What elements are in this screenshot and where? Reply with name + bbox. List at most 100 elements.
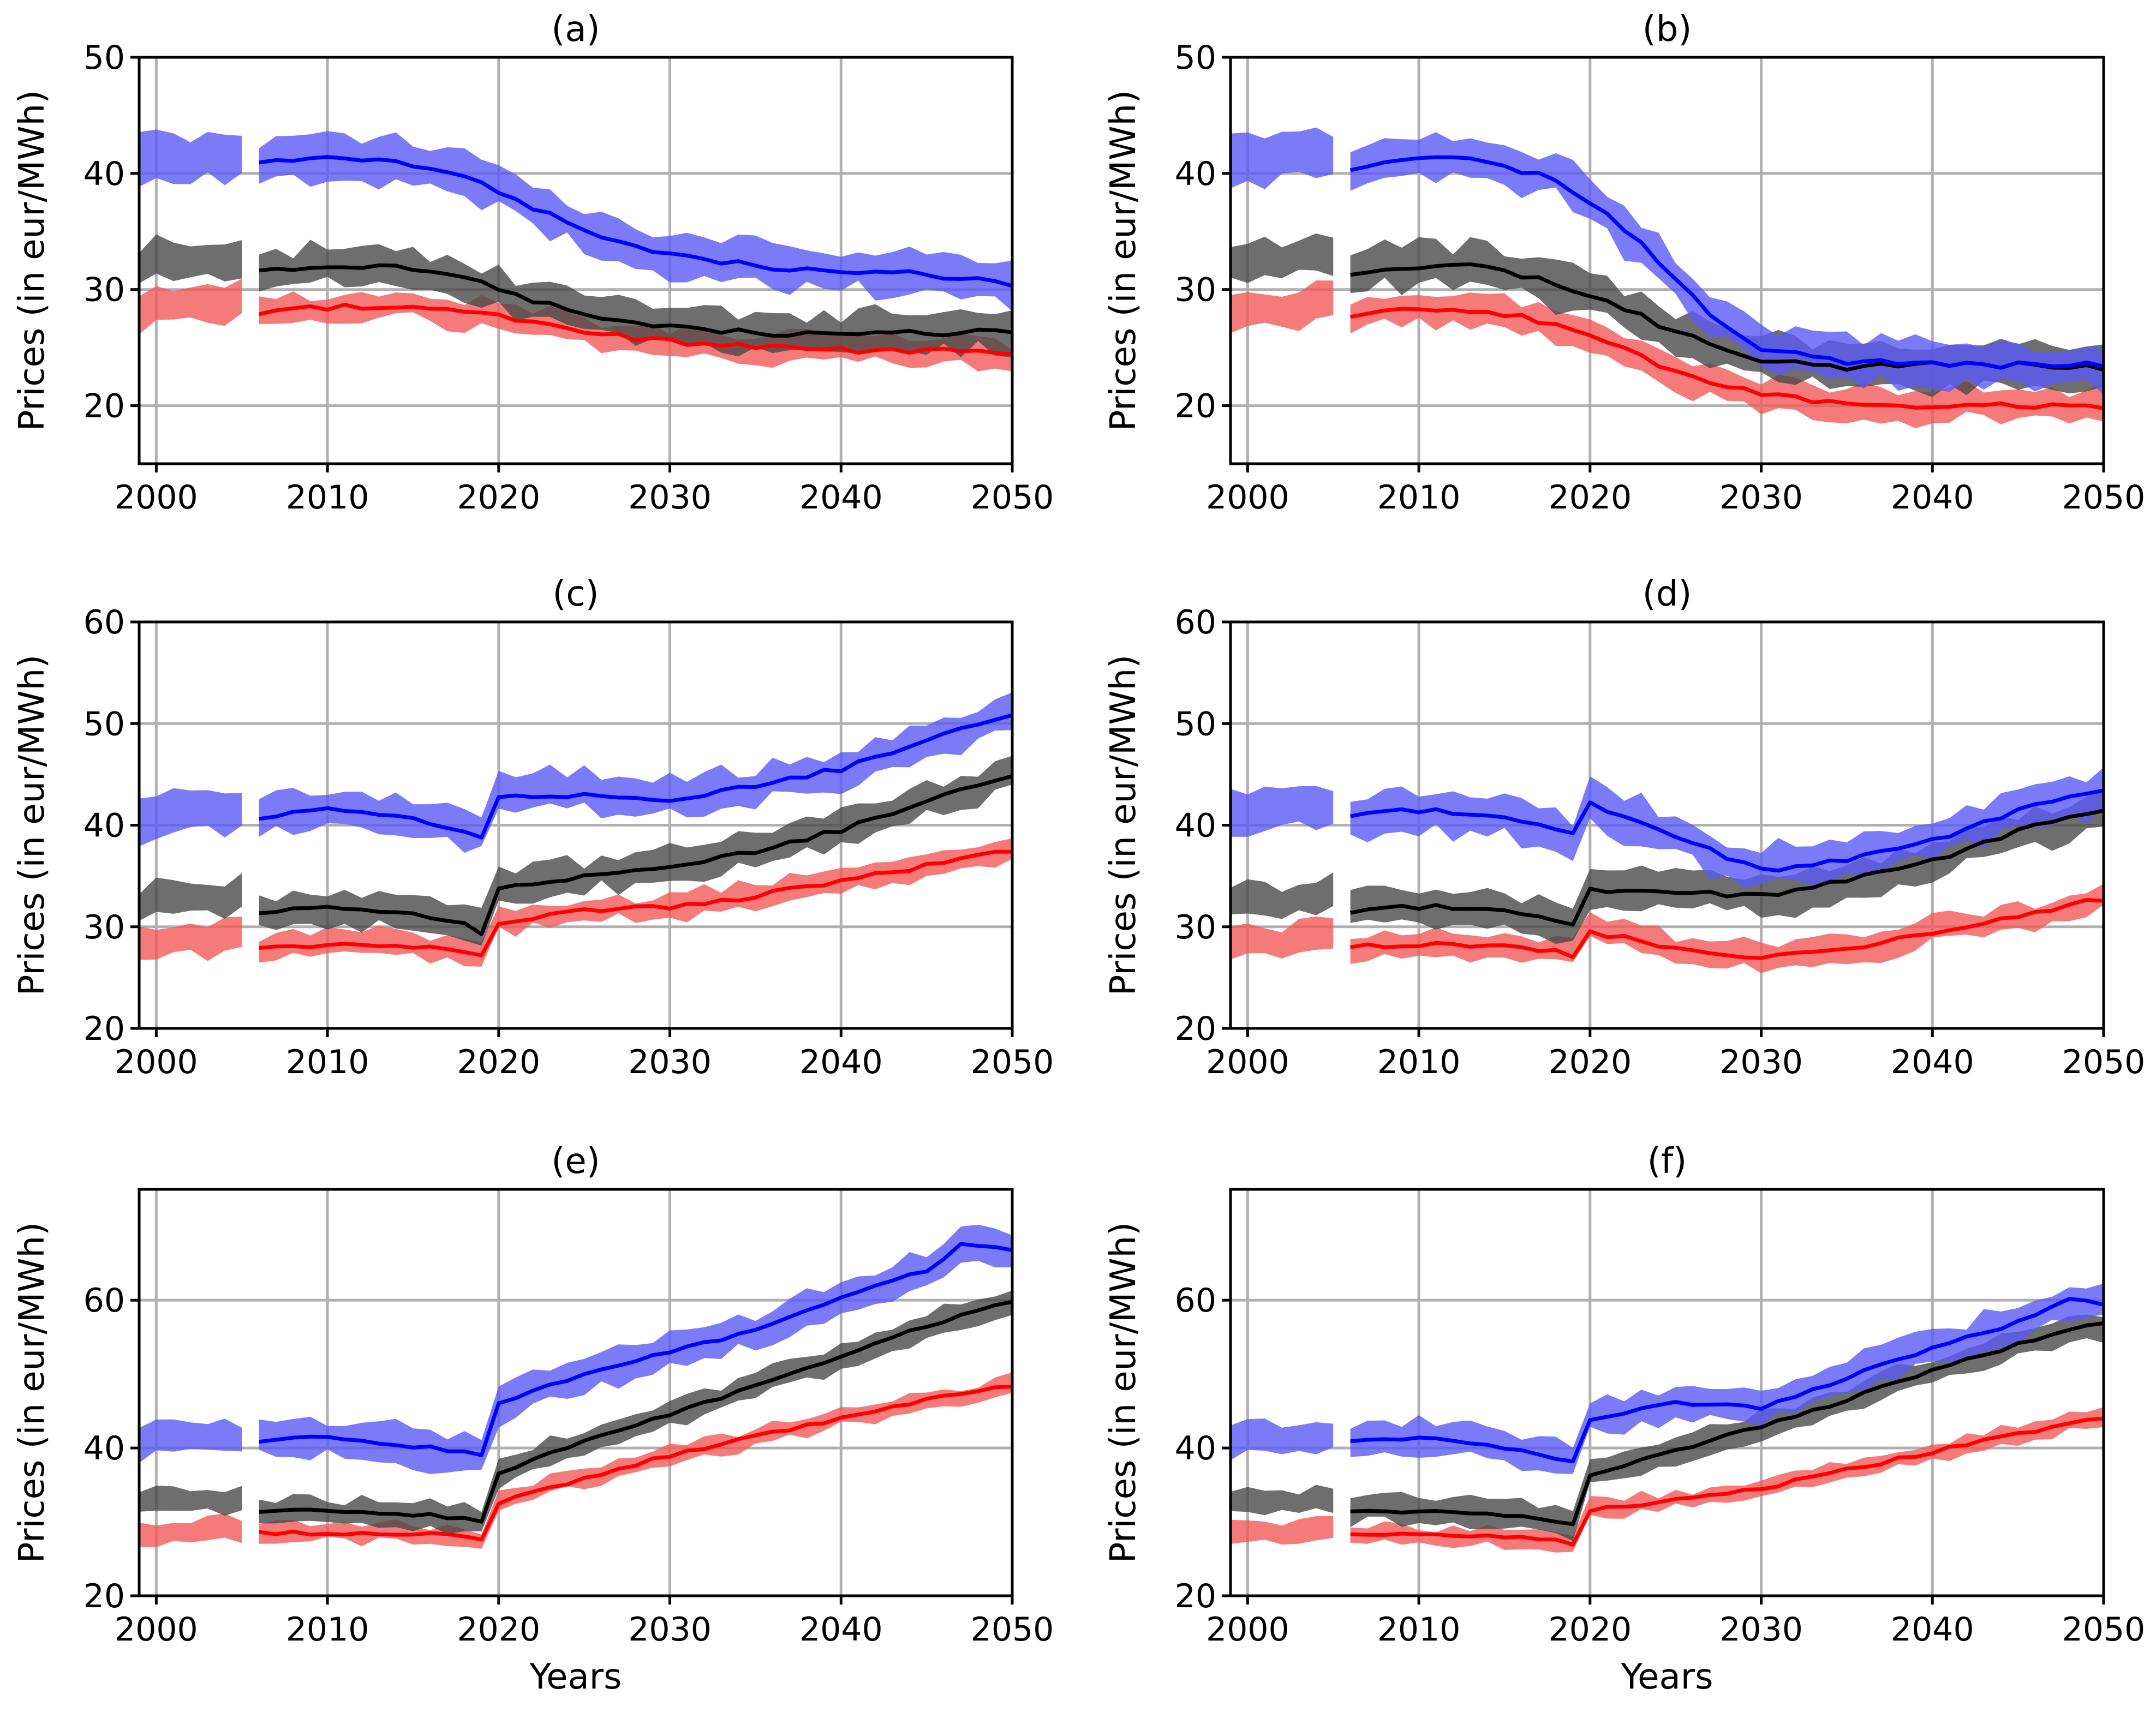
hist-band-offpeak xyxy=(1231,916,1334,960)
line-base xyxy=(1349,809,2104,927)
hist-band-base xyxy=(1231,233,1334,283)
line-offpeak xyxy=(259,849,1012,957)
y-tick-label: 40 xyxy=(1175,155,1216,193)
hist-band-peak xyxy=(139,1418,242,1463)
y-tick-label: 60 xyxy=(83,603,125,642)
y-tick-label: 20 xyxy=(1175,1577,1216,1615)
x-tick-label: 2020 xyxy=(1548,1611,1632,1649)
panel-title: (a) xyxy=(551,9,600,50)
x-tick-label: 2050 xyxy=(971,478,1054,517)
y-axis-label: Prices (in eur/MWh) xyxy=(1103,655,1144,996)
panel-title: (b) xyxy=(1643,9,1692,50)
hist-band-peak xyxy=(1231,127,1334,189)
panel-f: 2000 2010 2020 2030 2040 2050204060(f)Prices … xyxy=(1103,1141,2145,1697)
hist-band-offpeak xyxy=(139,278,242,335)
band-peak xyxy=(259,1224,1012,1474)
line-offpeak xyxy=(259,1385,1012,1542)
y-tick-label: 60 xyxy=(1175,603,1216,642)
hist-band-base xyxy=(1231,1484,1334,1516)
y-tick-label: 20 xyxy=(1175,1010,1216,1048)
line-offpeak xyxy=(1350,897,2104,960)
y-tick-label: 40 xyxy=(83,1429,125,1468)
x-tick-label: 2050 xyxy=(2062,1043,2146,1081)
band-peak xyxy=(1350,767,2104,888)
y-tick-label: 40 xyxy=(83,155,125,193)
x-tick-label: 2020 xyxy=(457,478,540,517)
y-axis-label: Prices (in eur/MWh) xyxy=(1103,1222,1144,1563)
line-base xyxy=(259,774,1012,936)
line-base xyxy=(259,1300,1012,1524)
x-tick-label: 2010 xyxy=(286,1043,369,1081)
y-tick-label: 50 xyxy=(83,39,125,77)
hist-band-peak xyxy=(139,788,242,847)
x-tick-label: 2000 xyxy=(115,1043,198,1081)
x-tick-label: 2010 xyxy=(1377,1043,1461,1081)
x-tick-label: 2000 xyxy=(1206,478,1289,517)
x-tick-label: 2020 xyxy=(457,1043,540,1081)
line-peak xyxy=(259,155,1012,288)
band-base xyxy=(259,756,1012,946)
panel-d: 2000 2010 2020 2030 2040 20502030405060(d)Pri… xyxy=(1103,574,2145,1081)
x-tick-label: 2030 xyxy=(628,1043,712,1081)
y-tick-label: 20 xyxy=(1175,387,1216,426)
x-tick-label: 2030 xyxy=(1719,478,1803,517)
y-tick-label: 30 xyxy=(1175,908,1216,947)
panel-title: (c) xyxy=(552,574,599,614)
line-peak xyxy=(259,1242,1012,1457)
x-tick-label: 2000 xyxy=(115,1611,198,1649)
x-tick-label: 2000 xyxy=(115,478,198,517)
line-offpeak xyxy=(1349,307,2104,410)
plot-area xyxy=(1231,127,2104,428)
band-base xyxy=(1350,789,2104,944)
plot-area xyxy=(139,1224,1012,1549)
hist-band-peak xyxy=(1231,786,1334,837)
line-offpeak xyxy=(1350,1416,2104,1547)
band-offpeak xyxy=(1350,292,2104,428)
y-tick-label: 50 xyxy=(1175,39,1216,77)
band-peak xyxy=(259,692,1012,853)
y-tick-label: 20 xyxy=(83,1010,125,1048)
x-tick-label: 2030 xyxy=(1719,1043,1803,1081)
x-tick-label: 2020 xyxy=(1548,1043,1632,1081)
hist-band-offpeak xyxy=(139,917,242,961)
hist-band-offpeak xyxy=(139,1513,242,1547)
y-tick-label: 60 xyxy=(1175,1282,1216,1320)
y-tick-label: 40 xyxy=(1175,1429,1216,1468)
panel-b: 2000 2010 2020 2030 2040 205020304050(b)Price… xyxy=(1103,9,2145,517)
y-axis-label: Prices (in eur/MWh) xyxy=(12,1222,52,1563)
y-tick-label: 40 xyxy=(83,807,125,845)
y-axis-label: Prices (in eur/MWh) xyxy=(12,90,52,431)
y-tick-label: 30 xyxy=(83,271,125,309)
x-axis-label: Years xyxy=(1621,1657,1713,1697)
panel-title: (d) xyxy=(1643,574,1692,614)
y-tick-label: 50 xyxy=(83,705,125,743)
x-tick-label: 2010 xyxy=(1377,478,1461,517)
x-tick-label: 2050 xyxy=(971,1043,1054,1081)
x-tick-label: 2000 xyxy=(1206,1043,1289,1081)
line-offpeak xyxy=(258,302,1012,356)
band-base xyxy=(1350,1314,2104,1541)
x-axis-label: Years xyxy=(529,1657,622,1697)
band-offpeak xyxy=(1350,1407,2104,1553)
y-tick-label: 50 xyxy=(1175,705,1216,743)
panel-e: 2000 2010 2020 2030 2040 2050204060(e)Prices … xyxy=(12,1141,1054,1697)
panels: 2000 2010 2020 2030 2040 205020304050(a)Price… xyxy=(12,9,2145,1697)
panel-title: (f) xyxy=(1647,1141,1687,1182)
y-tick-label: 30 xyxy=(83,908,125,947)
line-peak xyxy=(1349,155,2104,370)
plot-area xyxy=(139,692,1012,967)
axes-frame xyxy=(1229,56,2105,465)
panel-title: (e) xyxy=(551,1141,600,1182)
hist-band-base xyxy=(139,234,242,284)
hist-band-base xyxy=(139,1486,242,1516)
plot-area xyxy=(139,129,1012,372)
y-tick-label: 30 xyxy=(1175,271,1216,309)
axes-frame xyxy=(138,1188,1014,1597)
x-tick-label: 2010 xyxy=(1377,1611,1461,1649)
x-tick-label: 2040 xyxy=(799,1611,883,1649)
hist-band-peak xyxy=(139,129,242,187)
y-axis-label: Prices (in eur/MWh) xyxy=(12,655,52,996)
band-peak xyxy=(1350,1283,2104,1474)
hist-band-offpeak xyxy=(1231,280,1334,333)
